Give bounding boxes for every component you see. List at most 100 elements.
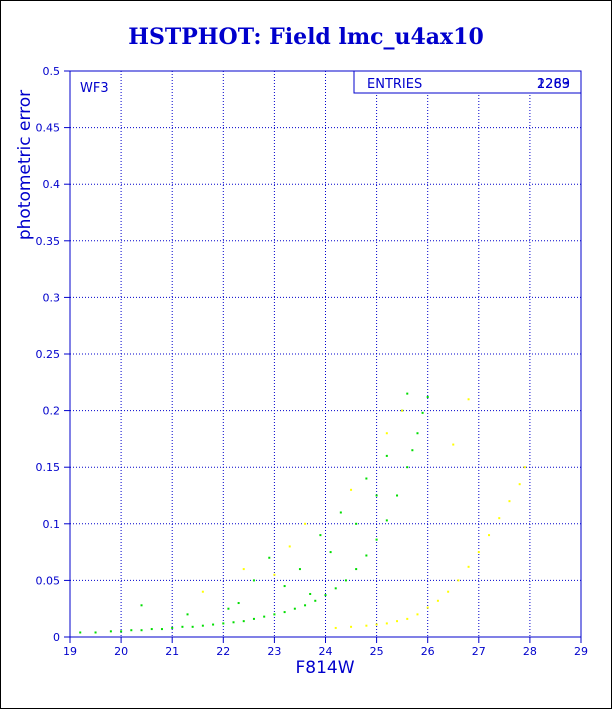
- data-point: [334, 626, 337, 629]
- data-point: [416, 432, 419, 435]
- data-point: [436, 599, 439, 602]
- stats-label: ENTRIES: [367, 77, 422, 92]
- x-tick-label: 25: [370, 645, 384, 658]
- data-point: [309, 592, 312, 595]
- series-points: [79, 392, 526, 634]
- data-point: [375, 623, 378, 626]
- data-point: [457, 579, 460, 582]
- data-point: [334, 587, 337, 590]
- series-1: [201, 398, 526, 629]
- data-point: [181, 625, 184, 628]
- y-tick-label: 0.3: [43, 291, 61, 304]
- data-point: [365, 477, 368, 480]
- x-tick-label: 28: [523, 645, 537, 658]
- data-point: [298, 568, 301, 571]
- data-point: [447, 590, 450, 593]
- x-tick-label: 22: [216, 645, 230, 658]
- data-point: [385, 432, 388, 435]
- x-tick-label: 26: [421, 645, 435, 658]
- x-tick-label: 20: [114, 645, 128, 658]
- y-tick-label: 0.4: [43, 178, 61, 191]
- data-point: [283, 611, 286, 614]
- series-0: [79, 392, 429, 634]
- data-point: [508, 500, 511, 503]
- x-tick-label: 29: [574, 645, 588, 658]
- stats-value-2: 1263: [537, 77, 570, 92]
- x-tick-label: 24: [319, 645, 333, 658]
- data-point: [94, 631, 97, 634]
- data-point: [79, 631, 82, 634]
- data-point: [314, 599, 317, 602]
- data-point: [171, 626, 174, 629]
- data-point: [293, 607, 296, 610]
- data-point: [467, 398, 470, 401]
- data-point: [191, 625, 194, 628]
- data-point: [518, 483, 521, 486]
- y-tick-label: 0.35: [36, 235, 61, 248]
- data-point: [242, 620, 245, 623]
- stats-value-1: 2289: [537, 77, 570, 92]
- data-point: [252, 617, 255, 620]
- data-point: [421, 411, 424, 414]
- data-point: [452, 443, 455, 446]
- data-point: [232, 621, 235, 624]
- data-point: [396, 494, 399, 497]
- y-axis-label: photometric error: [15, 90, 35, 240]
- data-point: [488, 534, 491, 537]
- data-point: [273, 613, 276, 616]
- data-point: [426, 606, 429, 609]
- stats-box: ENTRIES 2289 1263: [353, 70, 582, 94]
- data-point: [212, 623, 215, 626]
- data-point: [140, 604, 143, 607]
- data-point: [406, 392, 409, 395]
- data-point: [350, 488, 353, 491]
- data-point: [355, 568, 358, 571]
- axis-ticks: 19 20 21 22 23 24 25 26 27 28 29 0 0.05 0.1 0.15 0.2 0.2…: [36, 65, 589, 658]
- data-point: [160, 628, 163, 631]
- x-axis-label: F814W: [295, 658, 354, 678]
- data-point: [150, 628, 153, 631]
- data-point: [201, 624, 204, 627]
- data-point: [227, 607, 230, 610]
- data-point: [350, 625, 353, 628]
- data-point: [130, 629, 133, 632]
- data-point: [222, 622, 225, 625]
- data-point: [385, 622, 388, 625]
- y-tick-label: 0.25: [36, 348, 61, 361]
- data-point: [140, 629, 143, 632]
- data-point: [329, 551, 332, 554]
- data-point: [344, 579, 347, 582]
- data-point: [467, 565, 470, 568]
- data-point: [385, 519, 388, 522]
- grid-lines: [70, 71, 581, 637]
- data-point: [283, 585, 286, 588]
- data-point: [523, 466, 526, 469]
- data-point: [304, 522, 307, 525]
- data-point: [252, 579, 255, 582]
- data-point: [385, 454, 388, 457]
- data-point: [401, 409, 404, 412]
- data-point: [273, 573, 276, 576]
- data-point: [120, 630, 123, 633]
- y-tick-label: 0.05: [36, 574, 61, 587]
- y-tick-label: 0.5: [43, 65, 61, 78]
- chart-title: HSTPHOT: Field lmc_u4ax10: [128, 24, 484, 50]
- data-point: [355, 522, 358, 525]
- panel-label: WF3: [80, 81, 109, 96]
- stats-box-border: [353, 70, 582, 94]
- data-point: [477, 551, 480, 554]
- x-tick-label: 21: [165, 645, 179, 658]
- data-point: [304, 604, 307, 607]
- data-point: [498, 517, 501, 520]
- y-tick-label: 0.2: [43, 405, 61, 418]
- y-tick-label: 0: [53, 631, 60, 644]
- data-point: [109, 630, 112, 633]
- data-point: [242, 568, 245, 571]
- data-point: [324, 594, 327, 597]
- y-tick-label: 0.1: [43, 518, 61, 531]
- data-point: [375, 538, 378, 541]
- data-point: [426, 396, 429, 399]
- data-point: [411, 449, 414, 452]
- data-point: [319, 534, 322, 537]
